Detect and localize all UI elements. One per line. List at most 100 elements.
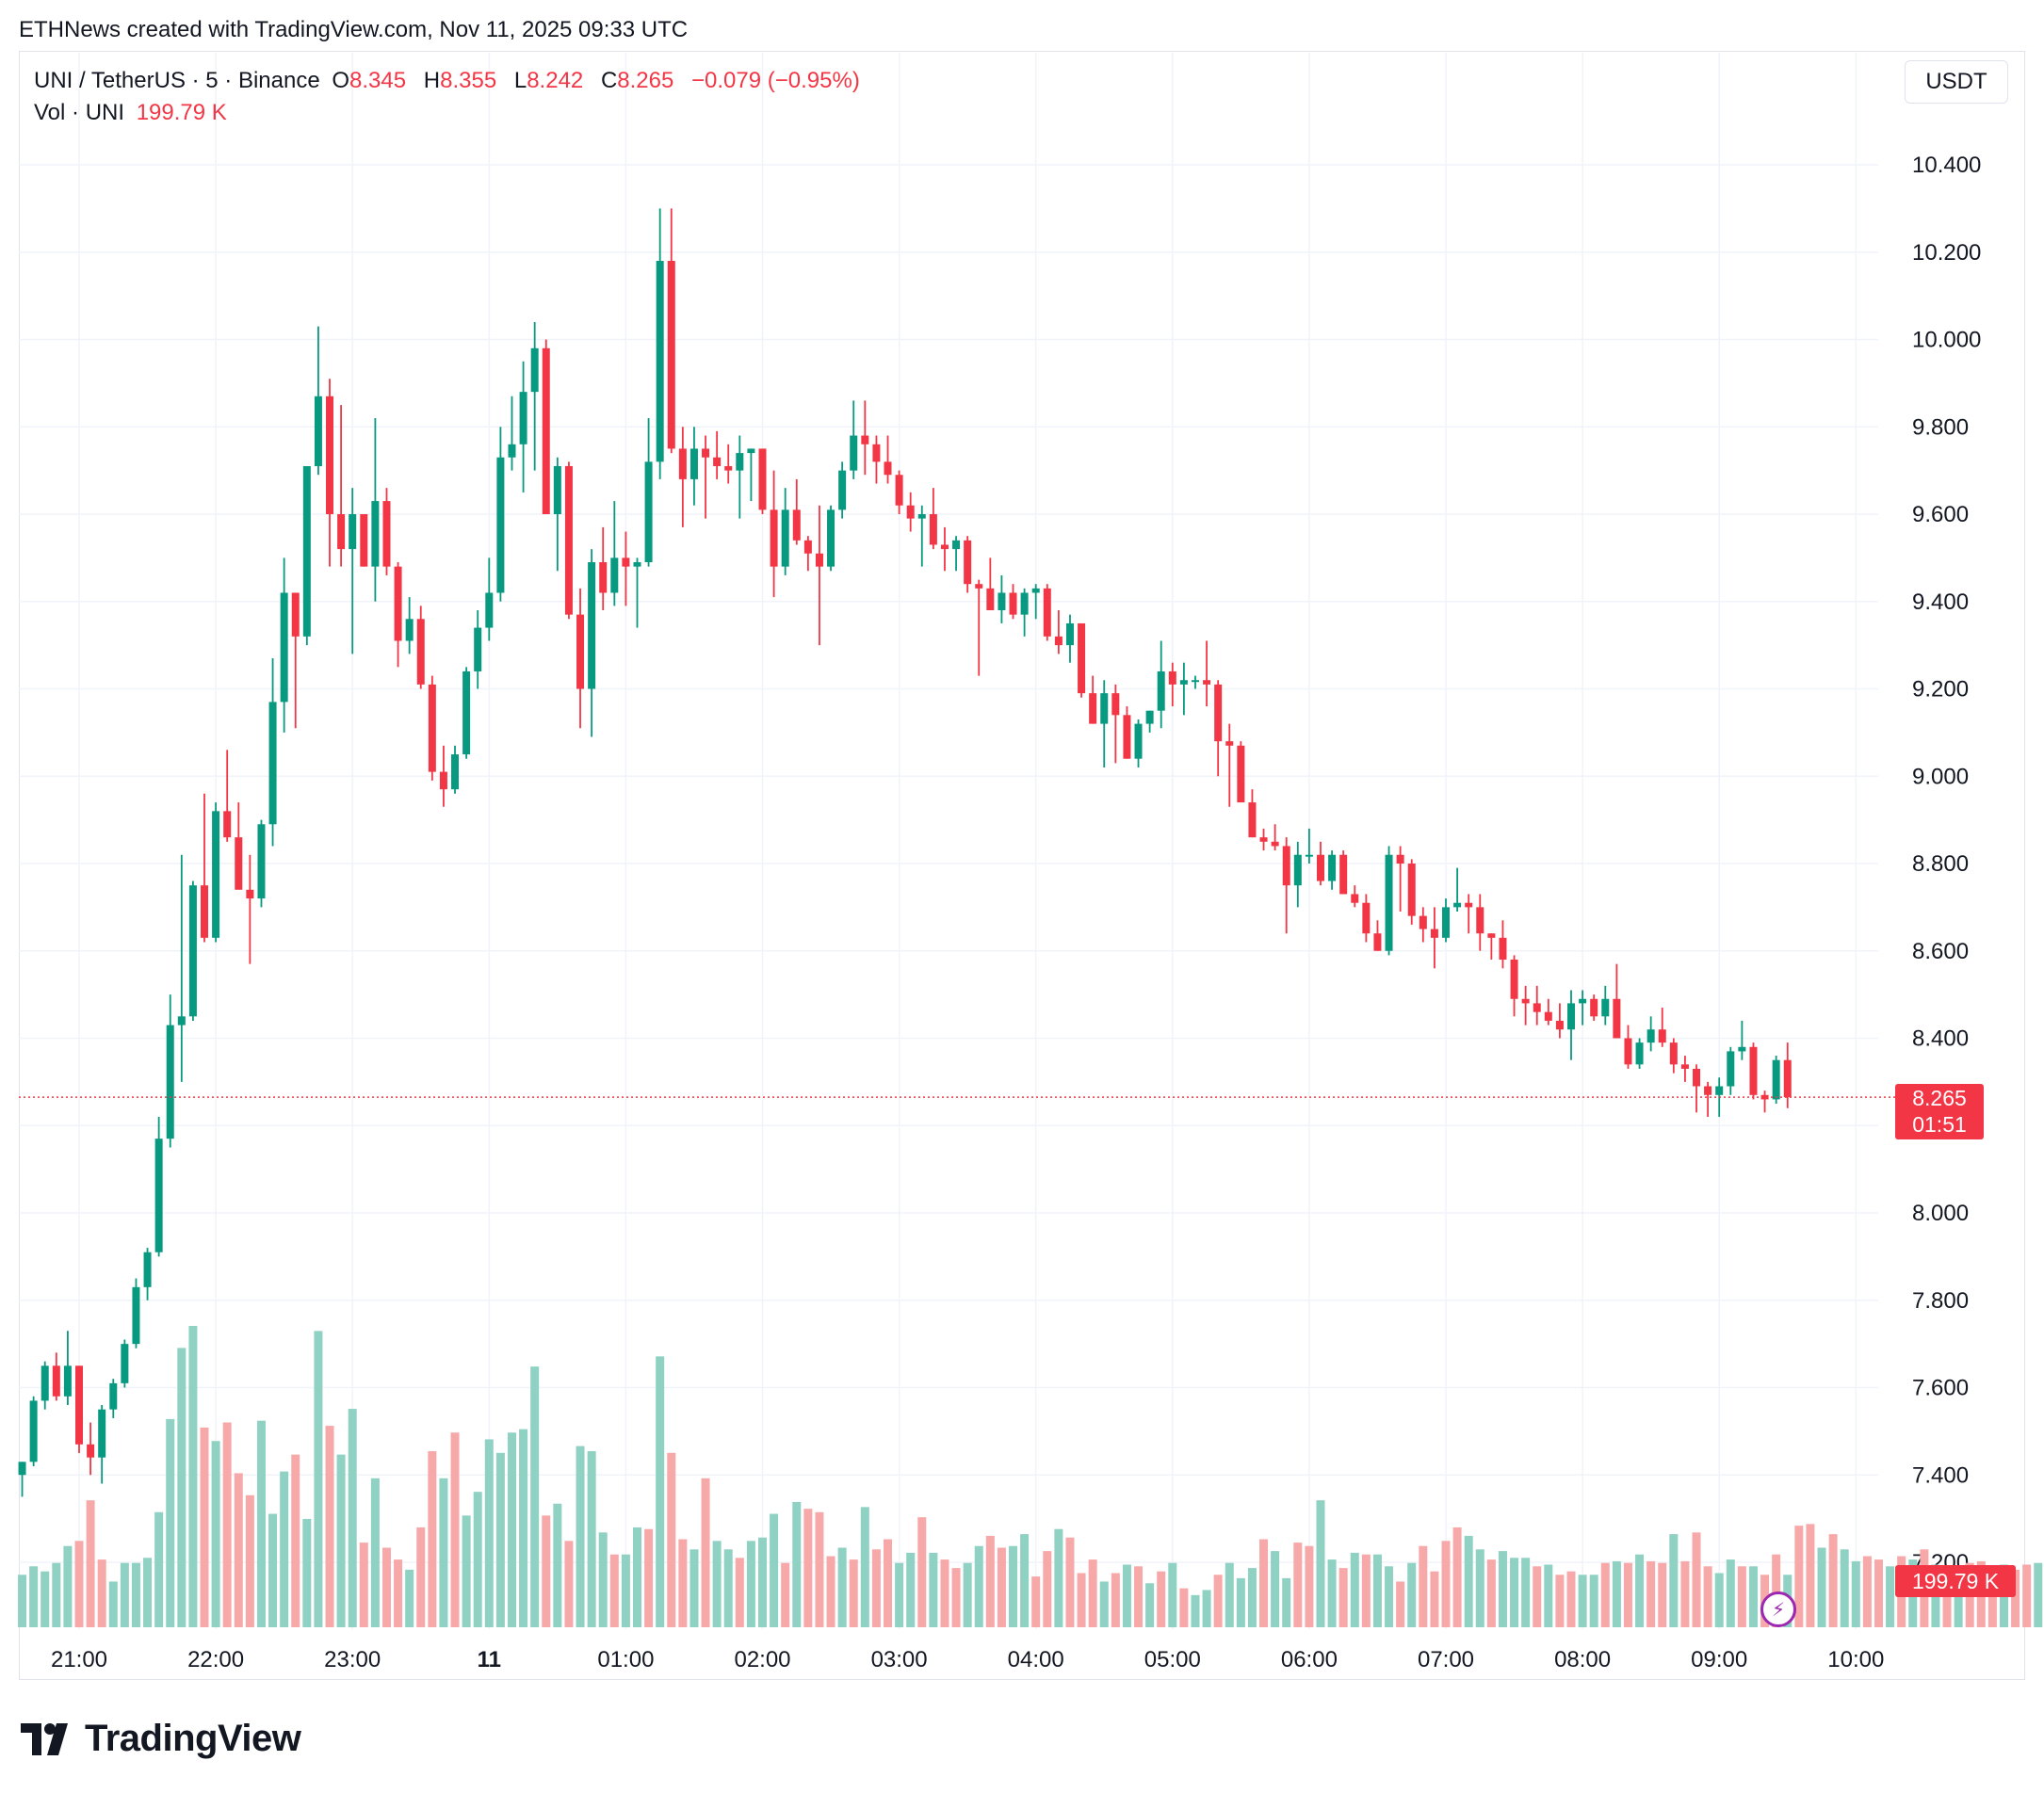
currency-unit-button[interactable]: USDT [1905,60,2008,104]
lightning-bolt-icon[interactable]: ⚡ [1760,1591,1796,1627]
volume-bar [291,1454,300,1627]
volume-bar [871,1549,881,1627]
candle-body [201,885,209,938]
volume-bar [1954,1569,1963,1627]
candle-body [895,475,903,506]
chart-credit: ETHNews created with TradingView.com, No… [19,17,689,42]
volume-bar [302,1518,312,1627]
volume-bar [1168,1562,1177,1627]
price-tick-label: 9.600 [1912,502,1969,527]
candle-body [246,889,254,899]
candle-body [1316,854,1324,881]
candle-body [1521,998,1530,1004]
candle-body [291,592,300,637]
volume-bar [895,1562,904,1627]
volume-bar [1157,1571,1166,1627]
volume-bar [1282,1577,1291,1627]
candle-body [1567,1003,1576,1030]
candle-body [553,465,561,514]
volume-bar [462,1515,471,1627]
volume-bar [997,1547,1006,1627]
candle-body [940,544,949,550]
volume-bar [1338,1568,1348,1627]
volume-bar [439,1478,448,1627]
volume-bar [860,1507,869,1627]
candle-body [166,1025,174,1139]
candle-body [1772,1059,1780,1100]
candle-body [827,509,835,567]
candle-body [576,614,585,689]
volume-bar [1452,1526,1462,1627]
volume-bar [963,1562,972,1627]
candle-body [792,509,801,541]
candle-body [1293,854,1302,886]
candle-body [132,1286,140,1345]
volume-bar [1213,1575,1223,1627]
tradingview-logo[interactable]: TradingView [21,1718,301,1760]
symbol-name[interactable]: UNI / TetherUS · 5 · Binance [34,68,320,93]
candle-body [1590,998,1598,1017]
volume-bar [530,1366,540,1627]
volume-bar [1385,1566,1394,1627]
volume-bar [1122,1564,1131,1627]
candle-body [884,461,892,476]
time-tick-label: 01:00 [597,1647,654,1672]
candle-body [1453,902,1462,908]
candle-body [1259,837,1268,842]
candle-body [588,562,596,689]
candle-body [52,1365,60,1397]
volume-bar [792,1501,802,1627]
volume-bar [1464,1535,1473,1627]
volume-bar [484,1439,494,1627]
candle-body [713,457,722,466]
candle-body [702,448,710,458]
time-tick-label: 22:00 [187,1647,244,1672]
volume-bar [1862,1556,1872,1627]
volume-bar [495,1452,505,1627]
candle-body [633,562,641,567]
candle-body [451,754,460,790]
candle-body [1601,998,1610,1017]
candle-body [1465,902,1473,908]
volume-bar [826,1556,835,1627]
candle-body [667,261,675,449]
price-tick-label: 9.200 [1912,677,1969,703]
candle-body [906,505,915,519]
price-tick-label: 9.000 [1912,764,1969,789]
time-tick-label: 23:00 [324,1647,381,1672]
volume-label[interactable]: Vol · UNI [34,100,125,125]
candle-body [1510,960,1518,999]
candle-body [564,465,573,615]
candle-body [1157,670,1165,711]
volume-bar [985,1535,995,1627]
candle-body [63,1365,72,1397]
price-tick-label: 8.600 [1912,939,1969,964]
volume-bar [1772,1554,1781,1627]
volume-bar [1396,1581,1405,1627]
volume-bar [632,1526,641,1627]
volume-bar [52,1562,61,1627]
volume-bar [576,1446,585,1627]
volume-bar [222,1422,232,1627]
price-tick-label: 9.800 [1912,414,1969,440]
volume-bar [1430,1571,1439,1627]
candle-body [428,684,436,772]
price-tick-label: 7.600 [1912,1376,1969,1401]
candle-body [964,540,972,585]
candle-body [212,811,220,938]
candle-body [1328,854,1337,881]
time-tick-label: 03:00 [871,1647,928,1672]
candle-body [1020,592,1029,615]
candle-body [1704,1086,1712,1095]
candle-body [736,453,744,471]
chart-frame [19,51,2025,1680]
volume-bar [849,1559,858,1627]
volume-bar [837,1547,847,1627]
volume-bar [917,1517,927,1627]
volume-bar [1054,1528,1063,1627]
candle-body [917,514,926,519]
candle-body [1693,1068,1701,1087]
volume-bar [1703,1566,1712,1627]
volume-bar [609,1554,619,1627]
